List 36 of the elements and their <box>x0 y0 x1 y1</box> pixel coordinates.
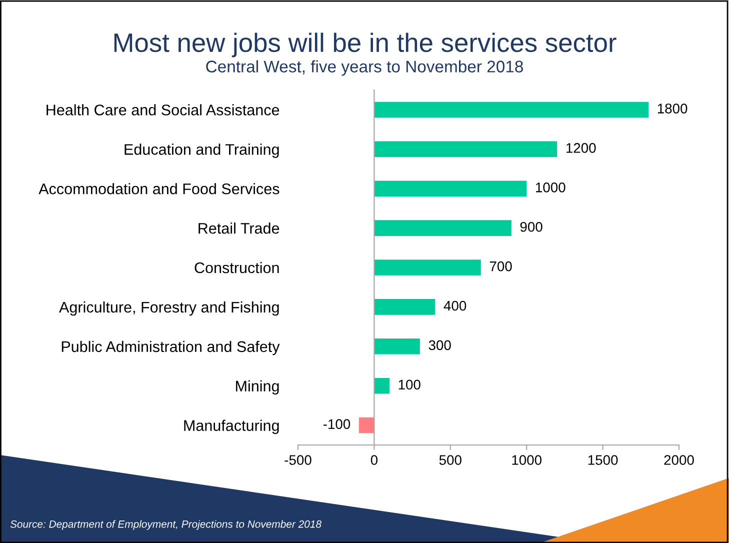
data-label: 1000 <box>536 182 566 192</box>
data-label: 300 <box>428 340 451 350</box>
data-label: 400 <box>444 300 466 311</box>
bar <box>374 220 512 236</box>
data-label: 1200 <box>566 143 596 153</box>
x-tick-label: 1000 <box>512 455 542 465</box>
y-tick-label: Public Administration and Safety <box>62 340 280 356</box>
y-tick-label: Education and Training <box>124 144 279 158</box>
x-tick-label: -500 <box>284 455 312 465</box>
bar <box>374 378 390 394</box>
data-label: 1800 <box>658 104 688 114</box>
y-tick-label: Agriculture, Forestry and Fishing <box>59 301 279 316</box>
data-label: -100 <box>323 419 350 430</box>
x-tick-label: 1500 <box>588 455 618 465</box>
source-note: Source: Department of Employment, Projections to November 2018 <box>10 520 322 530</box>
y-tick-label: Mining <box>236 380 279 395</box>
chart-title: Most new jobs will be in the services sector <box>114 32 616 58</box>
data-label: 700 <box>490 261 512 272</box>
bar <box>374 141 558 158</box>
bar <box>374 260 481 276</box>
y-tick-label: Health Care and Social Assistance <box>46 104 280 116</box>
bar <box>374 180 527 196</box>
y-tick-label: Retail Trade <box>198 222 280 234</box>
y-tick-label: Manufacturing <box>184 420 279 434</box>
x-tick-label: 500 <box>439 455 462 465</box>
y-tick-label: Construction <box>194 262 279 274</box>
data-label: 900 <box>520 222 542 232</box>
chart-subtitle: Central West, five years to November 2018 <box>206 60 523 76</box>
data-label: 100 <box>398 380 420 390</box>
bar <box>374 338 420 354</box>
bar <box>358 417 374 434</box>
x-tick-label: 2000 <box>664 455 694 465</box>
x-tick-label: 0 <box>370 455 378 465</box>
bar <box>374 102 649 118</box>
bar <box>374 299 436 315</box>
y-tick-label: Accommodation and Food Services <box>38 183 280 194</box>
